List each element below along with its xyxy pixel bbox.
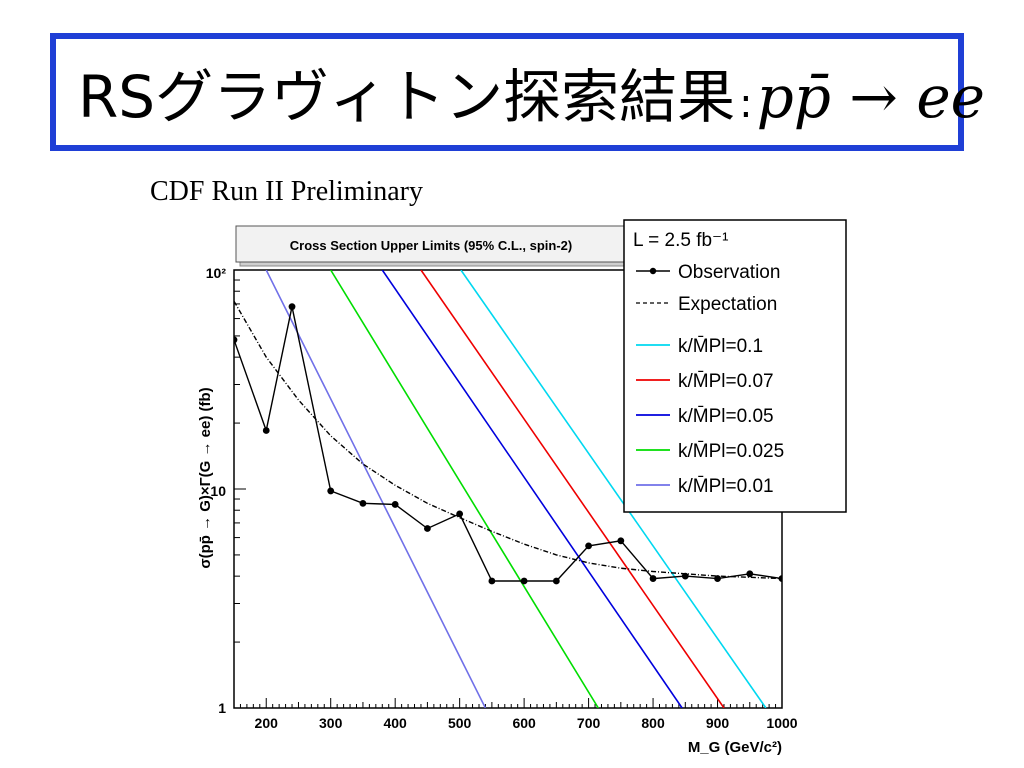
observation-point xyxy=(681,572,689,580)
slide-title-text: RSグラヴィトン探索結果 xyxy=(78,63,736,131)
series-line-k-m-pl-0-025 xyxy=(330,270,599,708)
y-tick-label: 10² xyxy=(206,265,227,281)
observation-point xyxy=(585,542,592,550)
y-tick-label: 1 xyxy=(218,700,226,716)
legend-label-k-0-01: k/M̄Pl=0.01 xyxy=(678,476,774,497)
observation-point xyxy=(778,575,782,582)
axis-ticks xyxy=(233,279,783,709)
y-tick-label: 10 xyxy=(210,483,226,499)
x-tick-label: 400 xyxy=(383,715,407,731)
legend-label-expectation: Expectation xyxy=(678,294,777,315)
x-tick-label: 800 xyxy=(641,715,665,731)
x-tick-label: 1000 xyxy=(766,715,797,731)
legend-label-observation: Observation xyxy=(678,262,780,283)
observation-point xyxy=(359,499,367,507)
observation-point xyxy=(617,537,625,545)
observation-point xyxy=(746,570,754,578)
series-line-observation xyxy=(234,306,782,582)
collaboration-label: CDF Run II Preliminary xyxy=(150,176,423,207)
observation-point xyxy=(552,577,560,585)
plot-title: Cross Section Upper Limits (95% C.L., sp… xyxy=(290,238,572,253)
slide-title-box: RSグラヴィトン探索結果:pp̄ → ee xyxy=(50,33,985,151)
x-tick-label: 300 xyxy=(319,715,343,731)
observation-point xyxy=(288,303,296,311)
legend-marker-observation xyxy=(649,267,657,275)
series-line-k-m-pl-0-1 xyxy=(460,270,767,708)
y-axis-title: σ(pp̄ → G)×Γ(G → ee) (fb) xyxy=(197,387,214,568)
x-tick-label: 200 xyxy=(255,715,279,731)
observation-point xyxy=(262,427,270,434)
legend-label-k-0-07: k/M̄Pl=0.07 xyxy=(678,371,774,392)
series-line-k-m-pl-0-05 xyxy=(381,270,683,708)
legend-label-k-0-025: k/M̄Pl=0.025 xyxy=(678,441,784,462)
series-layer xyxy=(234,270,782,708)
slide-title-colon: : xyxy=(739,81,753,127)
legend-box xyxy=(623,219,847,513)
x-tick-label: 600 xyxy=(512,715,536,731)
observation-point xyxy=(456,510,464,518)
observation-point xyxy=(488,577,496,585)
observation-point xyxy=(520,577,528,585)
slide-title: RSグラヴィトン探索結果:pp̄ → ee xyxy=(78,50,985,134)
series-line-k-m-pl-0-01 xyxy=(265,270,487,708)
observation-point xyxy=(391,501,399,508)
series-line-k-m-pl-0-07 xyxy=(420,270,725,708)
x-axis-title: M_G (GeV/c²) xyxy=(688,739,782,756)
legend-label-k-0-1: k/M̄Pl=0.1 xyxy=(678,336,763,357)
x-tick-label: 900 xyxy=(706,715,730,731)
x-tick-label: 500 xyxy=(448,715,472,731)
observation-point xyxy=(327,487,335,495)
series-line-expectation xyxy=(234,300,782,580)
observation-point xyxy=(424,525,431,532)
legend-luminosity: L = 2.5 fb⁻¹ xyxy=(633,230,728,251)
observation-point xyxy=(714,575,721,582)
observation-point xyxy=(234,336,238,344)
legend-label-k-0-05: k/M̄Pl=0.05 xyxy=(678,406,774,427)
observation-point xyxy=(649,575,657,582)
x-tick-label: 700 xyxy=(577,715,601,731)
slide-title-reaction: pp̄ → ee xyxy=(756,63,985,131)
